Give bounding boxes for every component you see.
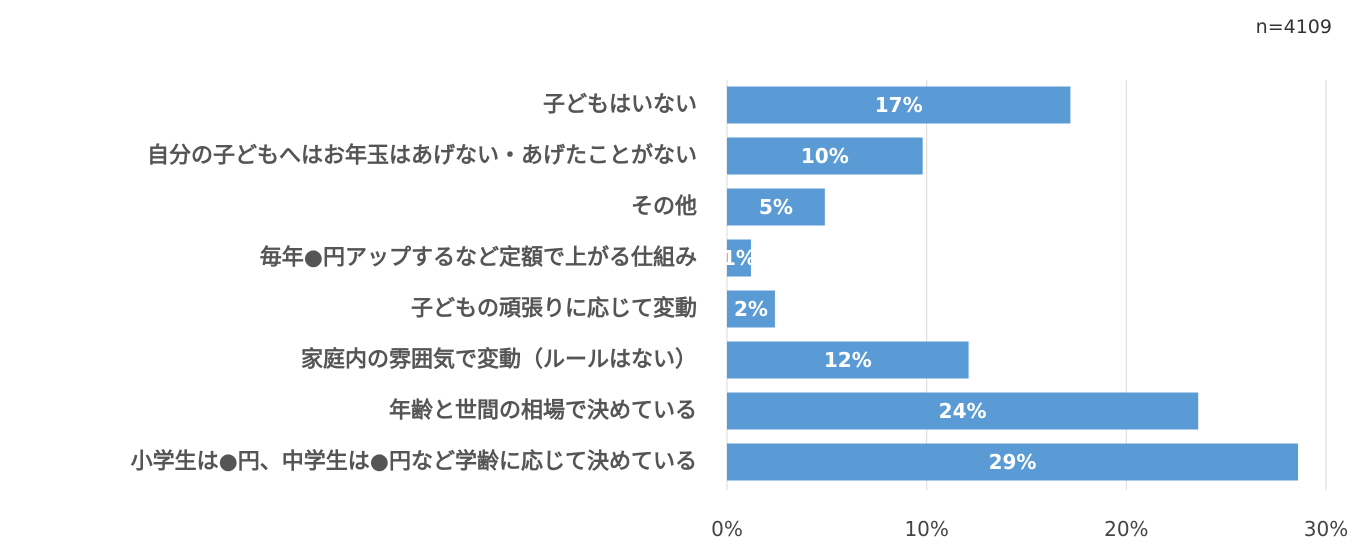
category-label: 子どもの頑張りに応じて変動	[411, 296, 697, 322]
category-label: その他	[631, 195, 697, 220]
category-label: 自分の子どもへはお年玉はあげない・あげたことがない	[147, 143, 697, 169]
x-tick-label: 20%	[1104, 517, 1148, 541]
value-label: 1%	[722, 246, 756, 270]
bar	[727, 188, 825, 226]
value-label: 2%	[734, 297, 768, 321]
value-label: 10%	[801, 144, 849, 168]
x-tick-label: 30%	[1304, 517, 1348, 541]
bar	[727, 137, 923, 175]
value-label: 17%	[875, 93, 923, 117]
value-label: 12%	[824, 348, 872, 372]
bar	[727, 392, 1199, 430]
category-label: 子どもはいない	[543, 93, 697, 118]
bar	[727, 290, 775, 328]
bars	[727, 86, 1299, 481]
bar	[727, 239, 751, 277]
bar	[727, 341, 969, 379]
value-label: 29%	[989, 450, 1037, 474]
category-label: 小学生は●円、中学生は●円など学齢に応じて決めている	[131, 449, 697, 475]
category-label: 家庭内の雰囲気で変動（ルールはない）	[301, 347, 697, 373]
category-label: 毎年●円アップするなど定額で上がる仕組み	[260, 245, 697, 271]
x-axis-tick-labels: 0% 10% 20% 30%	[711, 517, 1348, 541]
bar	[727, 443, 1299, 481]
category-labels: 子どもはいない自分の子どもへはお年玉はあげない・あげたことがないその他毎年●円ア…	[131, 93, 697, 475]
value-label: 24%	[939, 399, 987, 423]
x-tick-label: 0%	[711, 517, 743, 541]
bar	[727, 86, 1071, 124]
x-tick-label: 10%	[904, 517, 948, 541]
sample-size-note: n=4109	[1255, 16, 1332, 38]
category-label: 年齢と世間の相場で決めている	[389, 398, 697, 424]
value-labels: 17% 10% 5% 1% 2% 12% 24% 29%	[722, 93, 1036, 474]
value-label: 5%	[759, 195, 793, 219]
